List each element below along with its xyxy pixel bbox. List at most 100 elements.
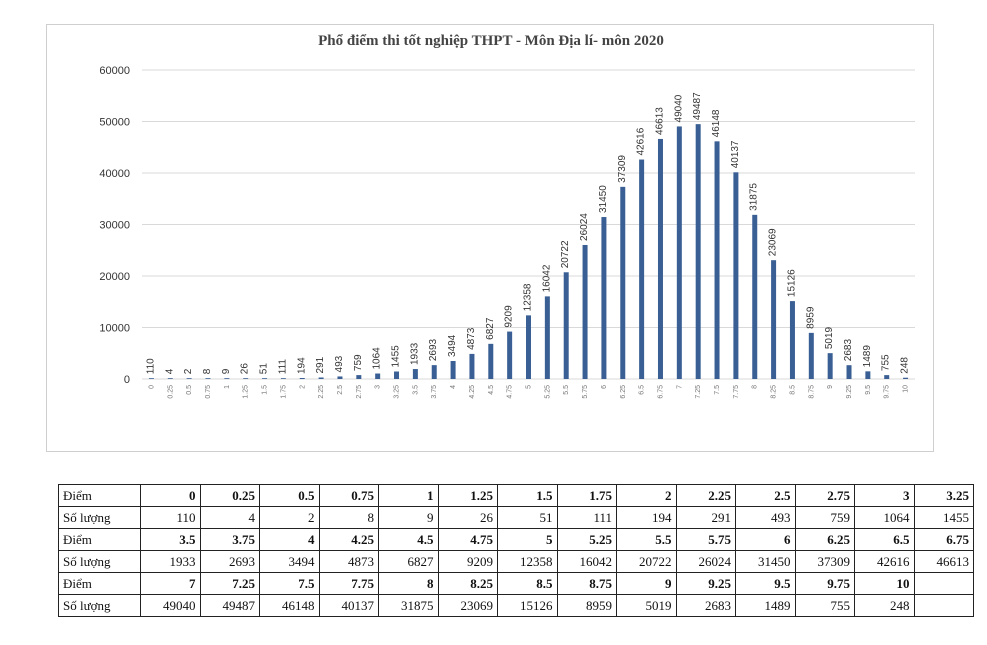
table-cell-points: 1.5 [497,484,558,507]
data-label: 3494 [447,334,458,357]
bar [789,301,795,379]
table-row-counts: Số lượng 1933 2693 3494 4873 6827 9209 12358 160… [58,550,974,573]
table-cell-points: 2.5 [735,484,796,507]
bar [394,371,400,379]
table-cell-points: 3 [854,484,915,507]
table-cell-count: 3494 [259,550,320,573]
row-header-counts: Số lượng [58,506,141,529]
data-label: 1064 [372,347,383,370]
table-cell-points: 1.25 [437,484,498,507]
table-cell-points: 1.75 [556,484,617,507]
table-cell-points: 0 [140,484,201,507]
data-label: 49487 [692,92,703,120]
y-tick-label: 50000 [99,117,130,129]
x-tick-label: 8.5 [789,385,796,395]
x-tick-label: 0 [148,385,155,389]
bar [865,371,871,379]
x-tick-label: 5 [526,385,533,389]
table-cell-count: 8959 [556,594,617,617]
table-cell-points: 1 [378,484,439,507]
table-cell-count: 194 [616,506,677,529]
bar [846,365,852,379]
table-cell-points: 9.75 [794,572,855,595]
table-cell-points: 2 [616,484,677,507]
table-row-points: Điểm 3.5 3.75 4 4.25 4.5 4.75 5 5.25 5.5 5.75 6 6.25… [58,528,974,551]
x-tick-label: 3 [375,385,382,389]
table-cell-points: 4.25 [318,528,379,551]
data-label: 2693 [428,338,439,361]
x-tick-label: 8.25 [771,385,778,399]
table-cell-points: 4 [259,528,320,551]
chart-container: 0 10000 20000 30000 40000 50000 60000 110 0 4 0.25… [46,24,934,452]
data-label: 8959 [805,306,816,329]
x-tick-label: 4 [450,385,457,389]
bar [148,378,154,379]
data-label: 26 [240,363,251,375]
table-cell-count: 49040 [140,594,201,617]
table-cell-count: 49487 [199,594,260,617]
data-label: 20722 [560,240,571,268]
data-label: 8 [202,368,213,374]
table-cell-count: 23069 [437,594,498,617]
bar [186,378,192,379]
table-cell-points: 6.5 [854,528,915,551]
bar [676,126,682,379]
data-label: 2683 [843,338,854,361]
table-cell-points: 3.25 [913,484,974,507]
x-tick-label: 0.75 [205,385,212,399]
x-tick-label: 2.75 [356,385,363,399]
data-label: 51 [259,363,270,375]
bar [431,365,437,379]
bar [469,353,475,379]
bar [601,217,607,379]
data-label: 49040 [673,94,684,122]
bar [412,369,418,379]
data-label: 111 [277,359,288,375]
data-label: 493 [334,355,345,372]
table-cell-count: 4 [199,506,260,529]
x-tick-label: 4.75 [507,385,514,399]
table-cell-count: 291 [675,506,736,529]
x-tick-label: 1.75 [280,385,287,399]
table-cell-count: 40137 [318,594,379,617]
y-tick-label: 20000 [99,271,130,283]
bar [771,260,777,379]
x-tick-label: 5.25 [544,385,551,399]
bar [620,186,626,379]
data-label: 4 [164,368,175,374]
table-cell-points: 9.25 [675,572,736,595]
bar [356,375,362,379]
table-cell-count: 4873 [318,550,379,573]
data-label: 37309 [617,155,628,183]
x-tick-label: 8.75 [808,385,815,399]
score-table: Điểm 0 0.25 0.5 0.75 1 1.25 1.5 1.75 2 2.25 2.5 2.75… [58,484,974,617]
x-tick-label: 4.25 [469,385,476,399]
row-header-points: Điểm [58,572,141,595]
row-header-counts: Số lượng [58,594,141,617]
x-tick-label: 0.5 [186,385,193,395]
chart-title: Phổ điểm thi tốt nghiệp THPT - Môn Địa l… [318,33,664,49]
bar [695,124,701,379]
table-cell-count: 110 [140,506,201,529]
x-tick-label: 6.5 [639,385,646,395]
bar [507,331,513,379]
data-label: 46613 [654,107,665,135]
data-label: 248 [900,357,911,374]
bar [808,332,814,379]
bar [884,375,890,379]
table-cell-points: 8 [378,572,439,595]
x-tick-label: 0.25 [167,385,174,399]
bar [526,315,531,379]
bar [299,378,305,379]
bar [488,343,494,379]
table-cell-points: 4.75 [437,528,498,551]
table-cell-count: 26 [437,506,498,529]
table-cell-count: 46613 [913,550,974,573]
y-tick-label: 10000 [99,323,130,335]
table-row-counts: Số lượng 49040 49487 46148 40137 31875 23069 15… [58,594,974,617]
table-cell-points: 9.5 [735,572,796,595]
bar [827,353,833,379]
table-cell-points: 6 [735,528,796,551]
table-cell-count: 111 [556,506,617,529]
data-label: 42616 [636,127,647,155]
